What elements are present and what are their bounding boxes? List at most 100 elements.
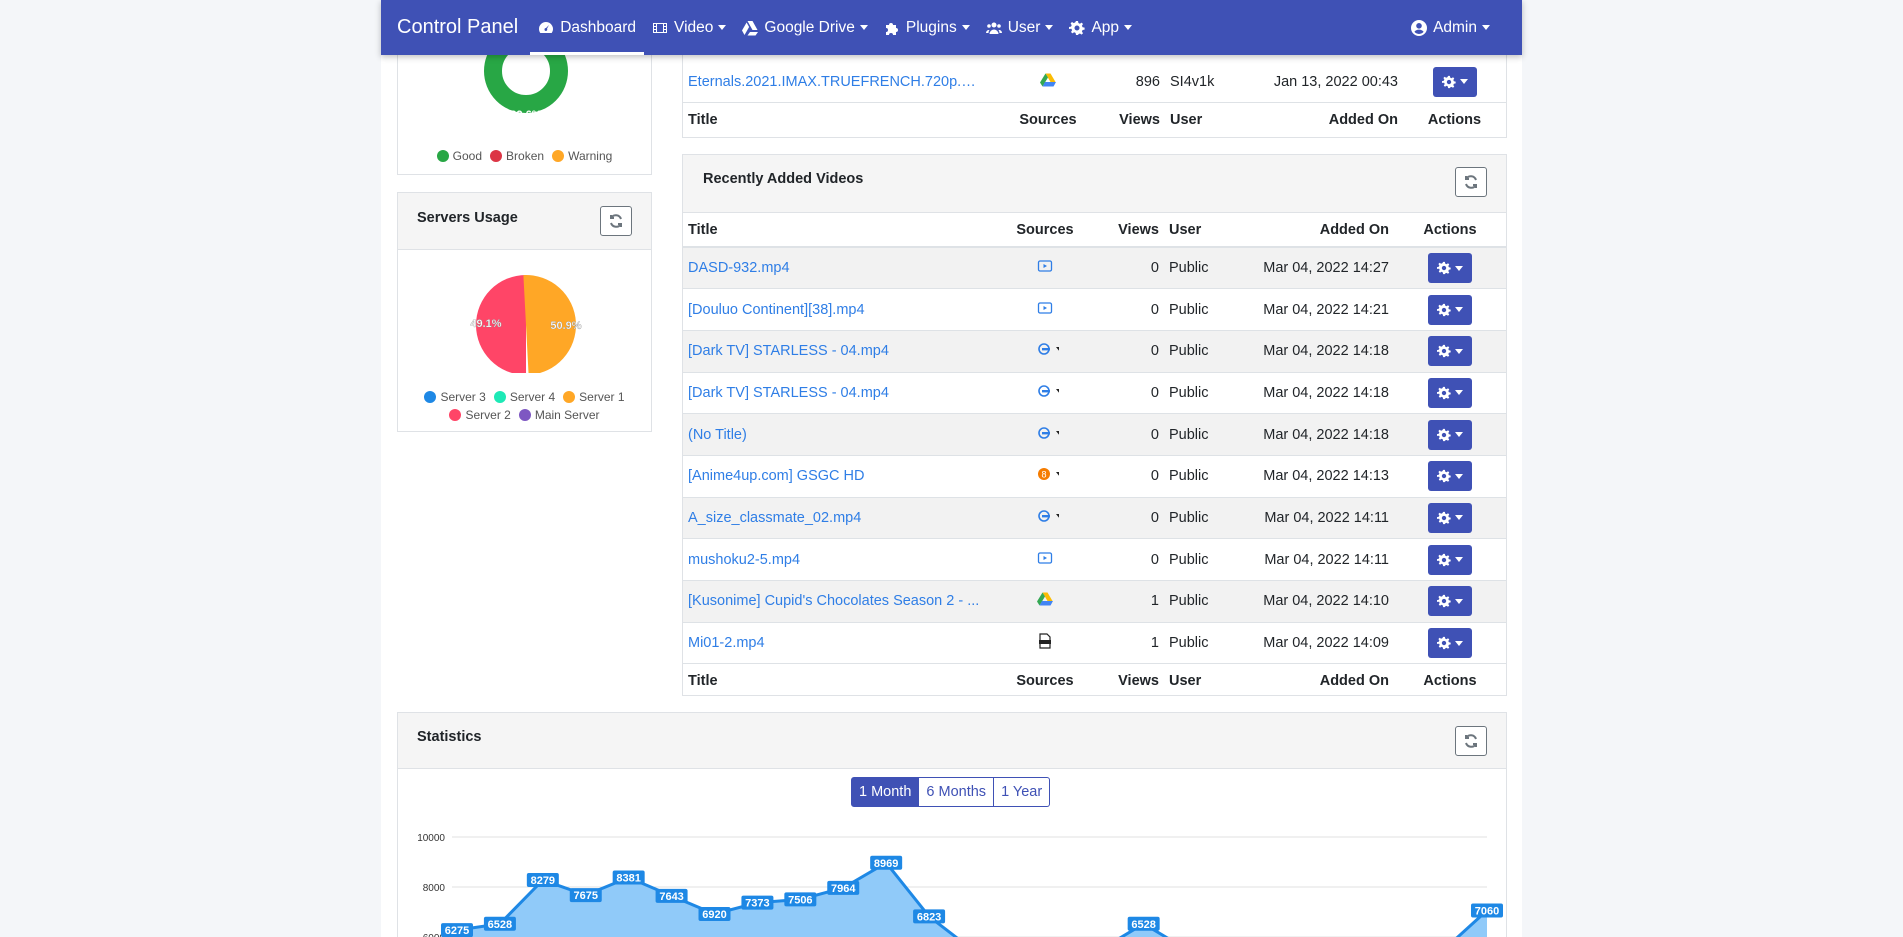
column-title[interactable]: Title [683, 102, 993, 137]
video-title-link[interactable]: [Kusonime] Cupid's Chocolates Season 2 -… [688, 593, 980, 610]
nav-google-drive[interactable]: Google Drive [734, 0, 875, 55]
legend-item-server-4[interactable]: Server 4 [493, 388, 556, 406]
data-label-bg [1127, 916, 1160, 931]
row-actions-button[interactable] [1428, 336, 1472, 367]
video-title-link[interactable]: [Dark TV] STARLESS - 04.mp4 [688, 343, 889, 360]
column-actions[interactable]: Actions [1394, 663, 1506, 698]
row-actions-button[interactable] [1432, 66, 1477, 97]
gear-icon [1437, 428, 1451, 441]
data-label[interactable]: 8381 [612, 870, 645, 885]
column-user[interactable]: User [1164, 213, 1254, 248]
refresh-button[interactable] [1455, 167, 1487, 197]
column-user[interactable]: User [1164, 663, 1254, 698]
video-title-link[interactable]: Eternals.2021.IMAX.TRUEFRENCH.720p.WE... [688, 73, 988, 90]
row-actions-button[interactable] [1428, 377, 1472, 408]
nav-app-label: App [1091, 18, 1120, 36]
legend-item-server-1[interactable]: Server 1 [563, 388, 625, 406]
column-sources[interactable]: Sources [993, 102, 1103, 137]
source-cell[interactable] [988, 621, 1102, 664]
legend-item-warning[interactable]: Warning [552, 149, 612, 163]
data-label[interactable]: 8279 [526, 873, 559, 888]
column-title[interactable]: Title [683, 213, 988, 248]
column-sources[interactable]: Sources [988, 213, 1102, 248]
data-label[interactable]: 6920 [698, 907, 731, 921]
video-title-link[interactable]: DASD-932.mp4 [688, 260, 790, 277]
legend-item-main-server[interactable]: Main Server [518, 406, 600, 424]
source-cell[interactable] [988, 538, 1102, 581]
legend-label: Server 1 [579, 390, 625, 404]
row-actions-button[interactable] [1428, 253, 1472, 284]
source-cell[interactable] [988, 371, 1102, 414]
column-views[interactable]: Views [1102, 663, 1164, 698]
data-label[interactable]: 7373 [741, 895, 774, 910]
nav-admin[interactable]: Admin [1403, 0, 1498, 55]
video-title-link[interactable]: (No Title) [688, 426, 747, 443]
row-actions-button[interactable] [1428, 294, 1472, 325]
legend-item-server-3[interactable]: Server 3 [424, 388, 486, 406]
source-cell[interactable] [988, 288, 1102, 331]
data-label[interactable]: 6528 [483, 916, 516, 931]
range-6-months-button[interactable]: 6 Months [919, 777, 995, 807]
column-added[interactable]: Added On [1255, 102, 1403, 137]
source-cell[interactable] [988, 580, 1102, 623]
data-label-text: 8279 [531, 875, 555, 887]
row-actions-button[interactable] [1428, 461, 1472, 492]
nav-app[interactable]: App [1061, 0, 1140, 55]
row-actions-button[interactable] [1428, 628, 1472, 659]
source-cell[interactable]: 8 [988, 454, 1102, 498]
legend-item-broken[interactable]: Broken [490, 149, 544, 163]
table-row: Eternals.2021.IMAX.TRUEFRENCH.720p.WE...… [683, 61, 1506, 103]
column-actions[interactable]: Actions [1403, 102, 1506, 137]
video-title-link[interactable]: [Anime4up.com] GSGC HD [688, 468, 865, 485]
column-sources[interactable]: Sources [988, 663, 1102, 698]
refresh-button[interactable] [600, 206, 632, 236]
legend-item-good[interactable]: Good [436, 149, 482, 163]
legend-item-server-2[interactable]: Server 2 [449, 406, 511, 424]
data-label[interactable]: 7964 [827, 880, 860, 895]
nav-video[interactable]: Video [644, 0, 734, 55]
data-label[interactable]: 7643 [655, 888, 688, 903]
source-cell[interactable] [988, 413, 1102, 456]
source-cell[interactable] [988, 496, 1102, 539]
range-1-month-button[interactable]: 1 Month [851, 777, 920, 807]
column-added[interactable]: Added On [1254, 213, 1394, 248]
brand-title[interactable]: Control Panel [397, 16, 519, 38]
column-added[interactable]: Added On [1254, 663, 1394, 698]
nav-dashboard[interactable]: Dashboard [530, 0, 644, 55]
row-actions-button[interactable] [1428, 502, 1472, 533]
nav-plugins[interactable]: Plugins [876, 0, 978, 55]
nav-google-drive-label: Google Drive [764, 18, 855, 36]
data-label[interactable]: 8969 [870, 855, 903, 870]
data-label[interactable]: 7675 [569, 888, 602, 903]
nav-user[interactable]: User [978, 0, 1062, 55]
source-cell[interactable] [988, 246, 1102, 289]
gear-icon [1437, 636, 1451, 650]
column-views[interactable]: Views [1103, 102, 1165, 137]
added-cell: Mar 04, 2022 14:10 [1254, 580, 1394, 623]
range-1-year-button[interactable]: 1 Year [994, 777, 1051, 807]
row-actions-button[interactable] [1428, 544, 1472, 575]
data-label[interactable]: 7506 [784, 892, 817, 907]
data-label[interactable]: 6275 [441, 923, 473, 937]
video-title-link[interactable]: [Dark TV] STARLESS - 04.mp4 [688, 384, 889, 401]
data-label[interactable]: 6528 [1127, 916, 1160, 931]
data-label[interactable]: 7060 [1471, 903, 1503, 918]
video-title-link[interactable]: [Douluo Continent][38].mp4 [688, 301, 865, 318]
refresh-button[interactable] [1455, 726, 1487, 756]
video-title-link[interactable]: mushoku2-5.mp4 [688, 551, 801, 568]
data-label[interactable]: 6823 [913, 909, 946, 924]
row-actions-button[interactable] [1428, 419, 1472, 450]
y-tick-label: 6000 [423, 933, 446, 937]
column-actions[interactable]: Actions [1394, 213, 1506, 248]
row-actions-button[interactable] [1428, 586, 1472, 617]
legend-label: Server 4 [509, 390, 556, 404]
table-row: (No Title) 0 Public Mar 04, 2022 14:18 [683, 413, 1506, 456]
column-views[interactable]: Views [1102, 213, 1164, 248]
data-label-bg [612, 870, 645, 885]
video-title-link[interactable]: A_size_classmate_02.mp4 [688, 509, 862, 526]
column-title[interactable]: Title [683, 663, 988, 698]
column-user[interactable]: User [1165, 102, 1255, 137]
user-cell: Public [1164, 621, 1254, 664]
video-title-link[interactable]: Mi01-2.mp4 [688, 635, 765, 652]
source-cell[interactable] [988, 329, 1102, 373]
